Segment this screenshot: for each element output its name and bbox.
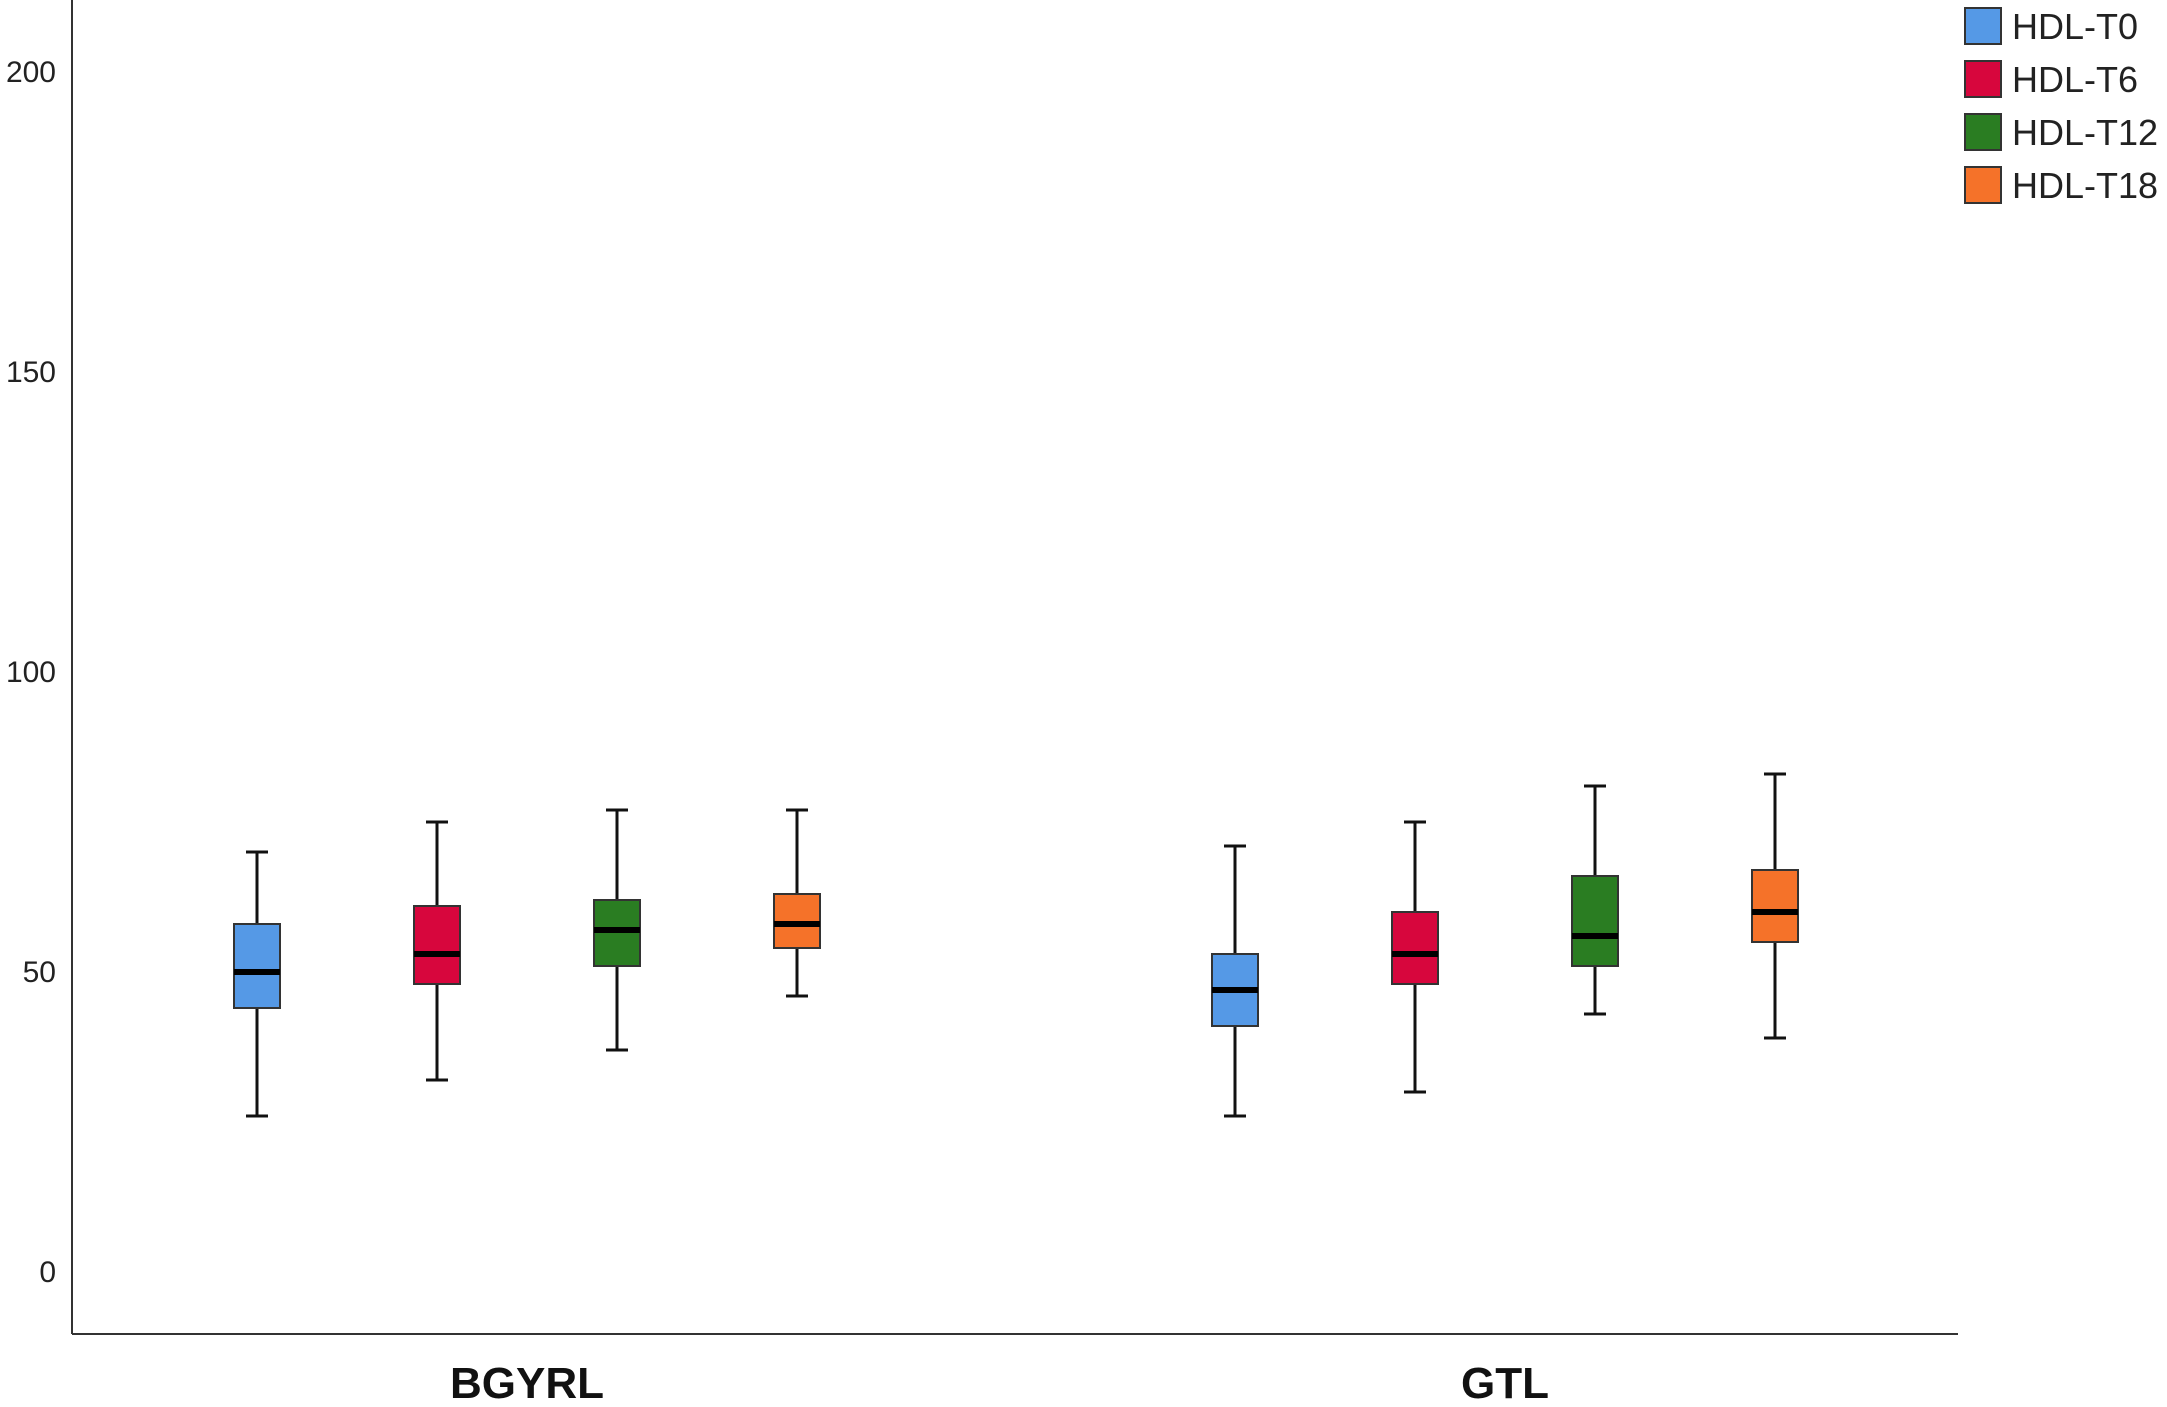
iqr-box — [1751, 869, 1799, 943]
box-plot-item — [773, 808, 821, 998]
legend-label: HDL-T6 — [2012, 59, 2138, 100]
legend-swatch — [1964, 113, 2002, 151]
x-category-label: GTL — [1461, 1359, 1549, 1402]
box-plot-item — [1391, 820, 1439, 1094]
box-series — [233, 772, 1799, 1118]
box-plot-item — [1571, 784, 1619, 1016]
legend-label: HDL-T0 — [2012, 6, 2138, 47]
box-plot-item — [593, 808, 641, 1052]
legend-label: HDL-T18 — [2012, 165, 2158, 206]
y-tick-label: 0 — [39, 1256, 56, 1289]
axes — [71, 0, 1958, 1335]
x-category-label: BGYRL — [450, 1359, 604, 1402]
legend-item: HDL-T0 — [1964, 6, 2138, 47]
series-hdl-t6 — [413, 820, 1439, 1094]
series-hdl-t0 — [233, 844, 1259, 1118]
x-category-labels: BGYRL GTL — [450, 1359, 1549, 1407]
legend-swatch — [1964, 7, 2002, 45]
legend-swatch — [1964, 60, 2002, 98]
series-hdl-t18 — [773, 772, 1799, 1040]
series-hdl-t12 — [593, 784, 1619, 1052]
legend-swatch — [1964, 166, 2002, 204]
legend-item: HDL-T6 — [1964, 59, 2138, 100]
iqr-box — [413, 905, 461, 985]
box-plot-item — [233, 850, 281, 1118]
legend-item: HDL-T12 — [1964, 112, 2158, 153]
y-tick-label: 100 — [6, 656, 56, 689]
iqr-box — [233, 923, 281, 1009]
box-plot-item — [1211, 844, 1259, 1118]
legend-item: HDL-T18 — [1964, 165, 2158, 206]
box-plot-item — [1751, 772, 1799, 1040]
box-plot-item — [413, 820, 461, 1082]
y-tick-label: 150 — [6, 356, 56, 389]
iqr-box — [1571, 875, 1619, 967]
legend-label: HDL-T12 — [2012, 112, 2158, 153]
y-tick-label: 50 — [23, 956, 56, 989]
legend: HDL-T0 HDL-T6 HDL-T12 HDL-T18 — [1964, 6, 2158, 206]
y-tick-label: 200 — [6, 56, 56, 89]
y-tick-labels: 0 50 100 150 200 — [6, 56, 56, 1289]
iqr-box — [1391, 911, 1439, 985]
